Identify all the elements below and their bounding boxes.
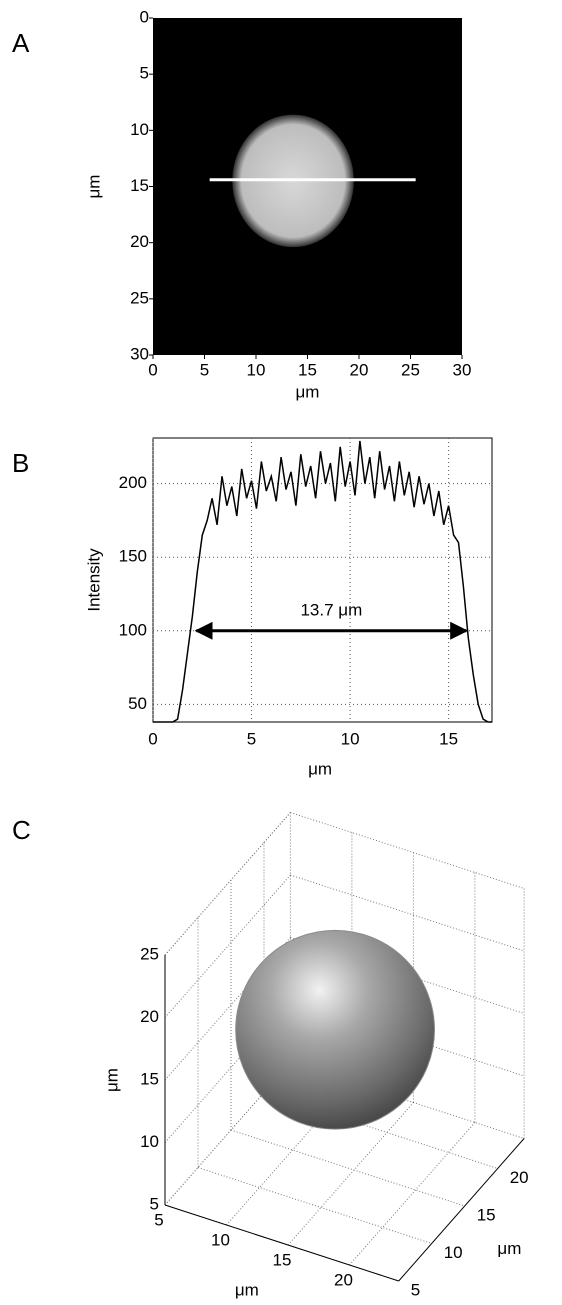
y-tick-label: 15: [477, 1205, 496, 1224]
x-axis-label: μm: [296, 382, 320, 401]
x-tick-label: 10: [341, 729, 360, 748]
z-tick-label: 10: [140, 1132, 159, 1151]
y-tick-label: 200: [119, 473, 147, 492]
y-axis-label: Intensity: [84, 548, 103, 612]
grid-line: [290, 812, 525, 889]
x-tick-label: 5: [247, 729, 256, 748]
x-tick-label: 0: [148, 729, 157, 748]
y-tick-label: 10: [130, 120, 149, 139]
x-axis: [164, 1204, 399, 1282]
y-tick-label: 25: [130, 288, 149, 307]
grid-line: [290, 999, 525, 1077]
y-tick-label: 0: [140, 7, 149, 26]
y-tick-label: 10: [444, 1243, 463, 1262]
grid-line: [197, 1167, 432, 1244]
y-axis-label: μm: [497, 1239, 521, 1258]
y-tick-label: 150: [119, 547, 147, 566]
x-tick-label: 15: [439, 729, 458, 748]
x-tick-label: 20: [350, 360, 369, 379]
y-tick-label: 15: [130, 176, 149, 195]
x-tick-label: 10: [247, 360, 266, 379]
y-tick-label: 20: [510, 1168, 529, 1187]
x-tick-label: 15: [298, 360, 317, 379]
grid-line: [263, 1092, 498, 1169]
y-tick-label: 5: [140, 64, 149, 83]
profile-curve: [153, 440, 492, 723]
x-tick-label: 15: [273, 1250, 292, 1269]
x-tick-label: 10: [211, 1230, 230, 1249]
grid-line: [290, 1062, 525, 1139]
grid-line: [230, 1129, 465, 1207]
grid-line: [290, 874, 525, 952]
y-tick-label: 5: [411, 1280, 420, 1299]
z-tick-label: 5: [150, 1194, 159, 1213]
z-axis-label: μm: [102, 1068, 121, 1092]
x-axis-label: μm: [235, 1280, 259, 1299]
z-tick-label: 15: [140, 1069, 159, 1088]
panel-label: A: [12, 28, 30, 58]
y-tick-label: 20: [130, 232, 149, 251]
panel-label: B: [12, 448, 29, 478]
x-tick-label: 0: [148, 360, 157, 379]
z-tick-label: 20: [140, 1007, 159, 1026]
x-tick-label: 5: [200, 360, 209, 379]
grid-line: [290, 937, 525, 1014]
y-tick-label: 30: [130, 344, 149, 363]
z-tick-label: 25: [140, 944, 159, 963]
y-tick-label: 100: [119, 620, 147, 639]
y-tick-label: 50: [128, 694, 147, 713]
sphere-surface: [235, 929, 436, 1130]
x-tick-label: 25: [401, 360, 420, 379]
annotation: 13.7 μm: [300, 600, 362, 619]
x-tick-label: 5: [154, 1210, 163, 1229]
x-tick-label: 30: [453, 360, 472, 379]
y-axis-label: μm: [84, 175, 103, 199]
y-axis: [398, 1138, 525, 1282]
x-tick-label: 20: [334, 1270, 353, 1289]
plot-frame: [152, 437, 493, 723]
x-axis-label: μm: [308, 759, 332, 778]
box-edge: [164, 812, 291, 956]
panel-label: C: [12, 815, 31, 845]
